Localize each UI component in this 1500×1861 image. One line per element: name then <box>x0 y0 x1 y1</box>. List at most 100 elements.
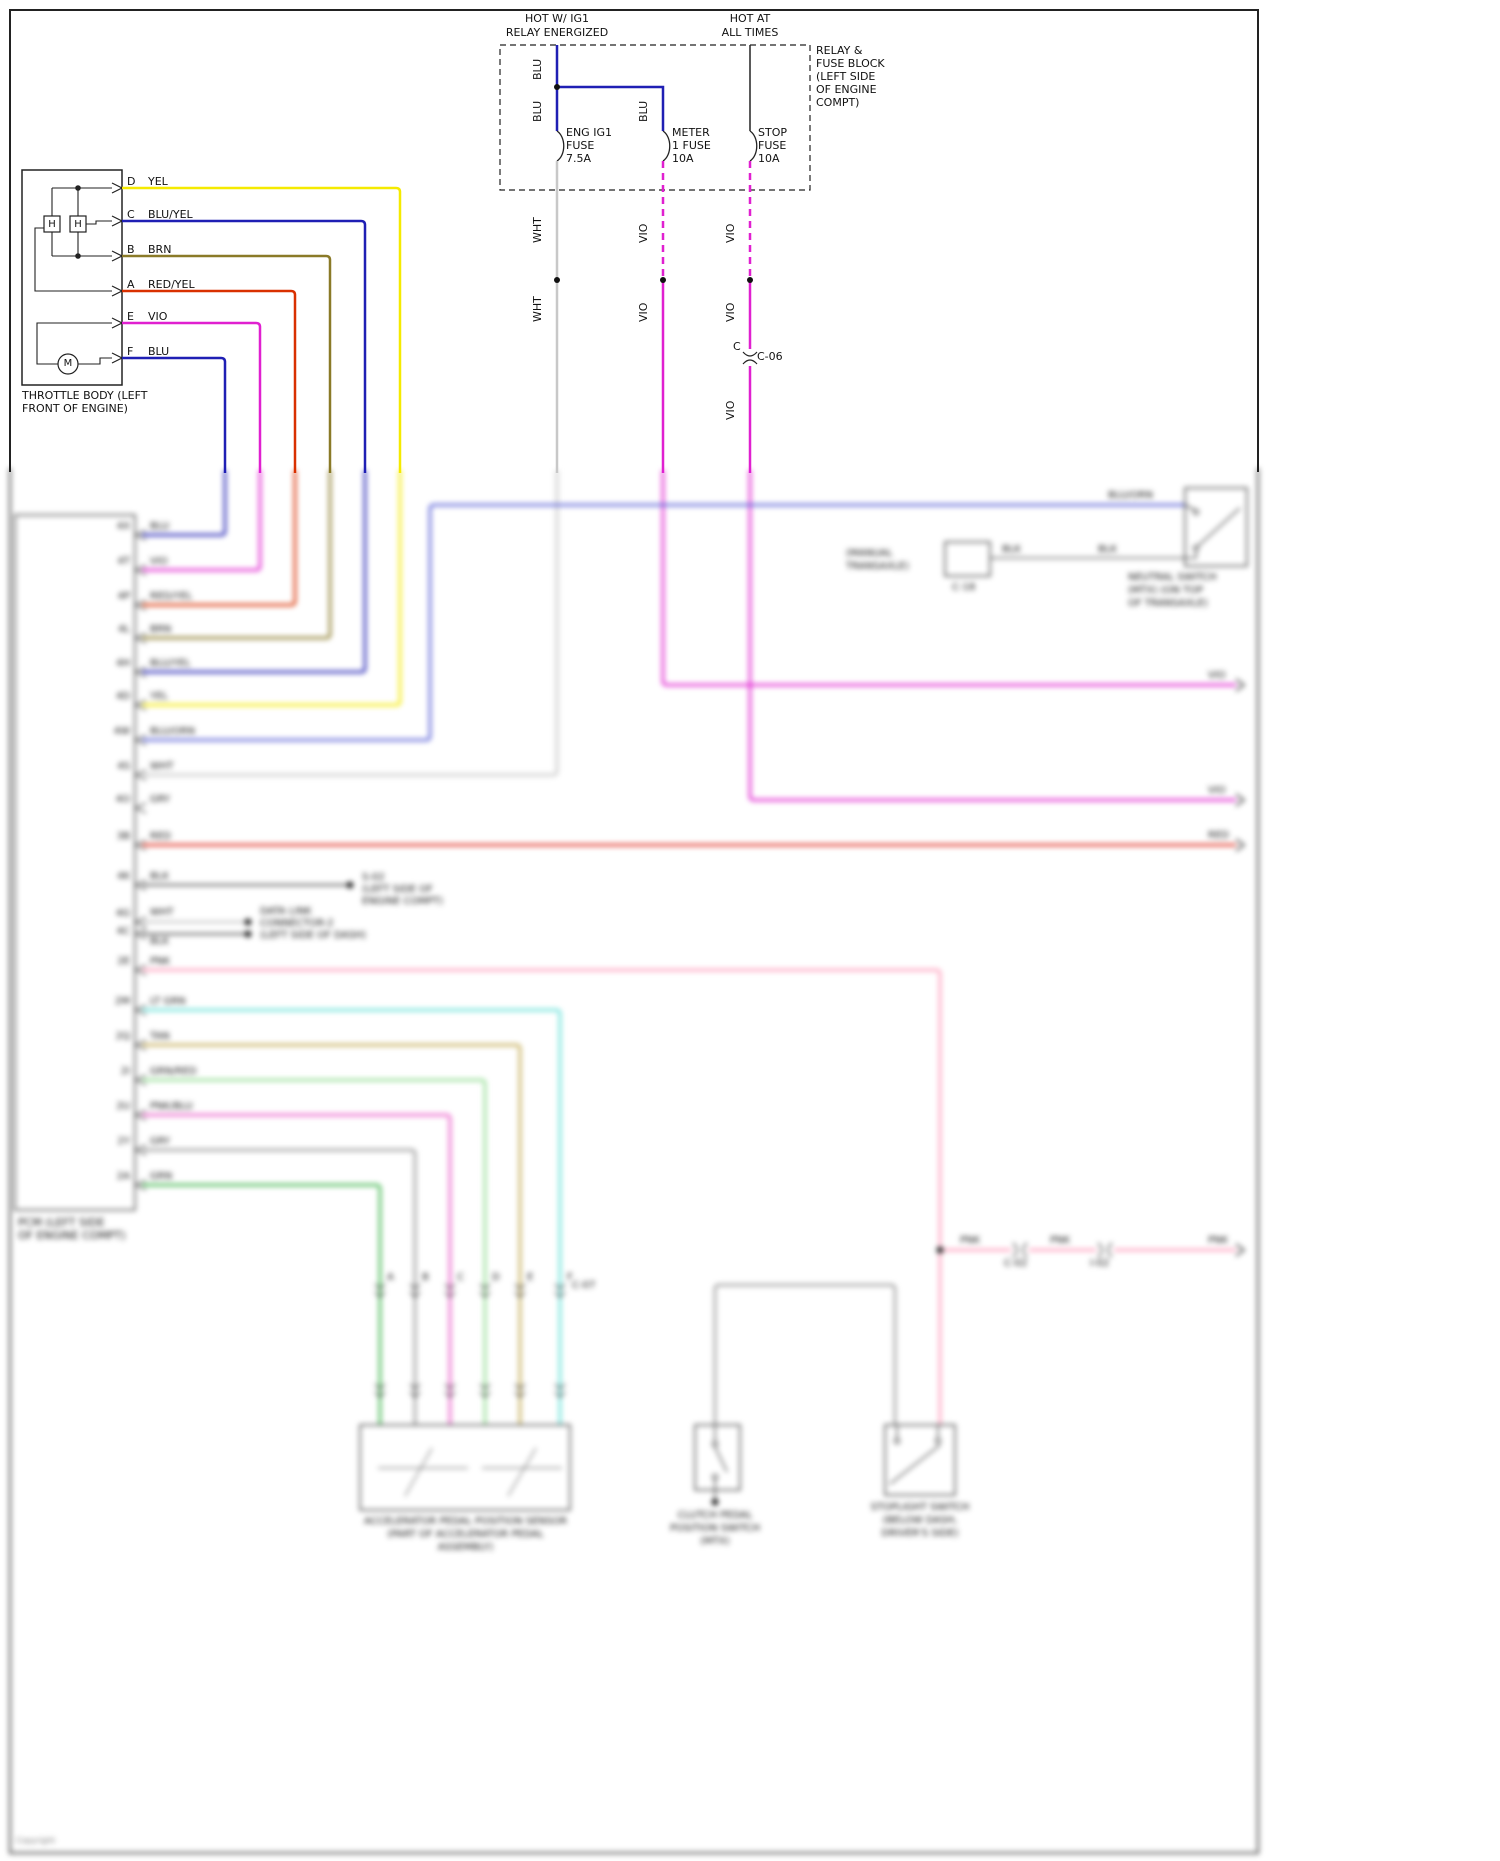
inline-connector-symbols <box>374 1242 1113 1398</box>
wire-label: GRN/RED <box>150 1066 197 1077</box>
wire-brn <box>142 470 332 640</box>
stoplight-switch-label: STOPLIGHT SWITCH <box>870 1502 970 1513</box>
fuse-stop-label: FUSE <box>758 139 787 152</box>
wire-lt-grn <box>142 1008 562 1425</box>
fuse-symbols <box>556 130 758 162</box>
wire-gray-hook <box>714 1284 896 1425</box>
relay-block-label: OF ENGINE <box>816 83 877 96</box>
fuse-stop-label: 10A <box>758 152 780 165</box>
page-border-lower <box>9 468 1259 1854</box>
wire-label: BLK <box>150 871 169 882</box>
pcm-pin: 2I <box>120 1066 130 1077</box>
wire-vio-meter <box>661 470 1236 687</box>
relay-block-label: COMPT) <box>816 96 860 109</box>
pcm-pin: 2Y <box>117 1136 130 1147</box>
pcm-pin: 4L <box>118 624 130 635</box>
motor-symbol: M <box>63 358 73 369</box>
wire-red-yel <box>122 289 297 473</box>
dlc-note: CONNECTOR-2 <box>260 918 334 929</box>
clutch-switch-label: (MTX) <box>700 1536 730 1547</box>
hot-all-times-label: ALL TIMES <box>721 26 779 39</box>
pcm-pin: 3B <box>116 831 130 842</box>
sensor-pin: C <box>457 1272 464 1283</box>
pin-letter: A <box>127 278 135 291</box>
fuse-eng-ig1-label: ENG IG1 <box>566 126 612 139</box>
throttle-body-symbol <box>21 169 124 386</box>
pcm-pin-chevrons <box>134 529 147 1191</box>
clutch-switch-label: CLUTCH PEDAL <box>677 1510 753 1521</box>
fuse-block <box>499 44 811 191</box>
pcm-pin: 4S <box>117 761 130 772</box>
neutral-switch-label: (MTX) (ON TOP <box>1128 585 1204 596</box>
pcm-pin: 4T <box>117 556 130 567</box>
wire-label-vertical: VIO <box>637 302 650 322</box>
relay-block-label: RELAY & <box>816 44 863 57</box>
wire-label: VIO <box>1208 670 1226 681</box>
pcm-pin: 4C <box>116 926 130 937</box>
sensor-pin: A <box>387 1272 394 1283</box>
wire-label: RED <box>150 831 171 842</box>
dlc-note: (LEFT SIDE OF DASH) <box>260 930 367 941</box>
pcm-pin: 4P <box>117 591 130 602</box>
wire-label: BLU <box>148 345 170 358</box>
connector-code: C-18 <box>952 582 976 593</box>
splice-dots <box>244 881 944 1506</box>
pin-letter: C <box>127 208 135 221</box>
copyright-text: Copyright <box>16 1836 56 1845</box>
sensor-pin: D <box>492 1272 500 1283</box>
pin-letter: F <box>127 345 134 358</box>
sensor-pin: F <box>567 1272 573 1283</box>
fuse-eng-ig1-label: 7.5A <box>566 152 592 165</box>
mtx-note: (MANUAL <box>846 548 893 559</box>
heater-symbol: H <box>74 219 82 230</box>
fuse-stop-label: STOP <box>758 126 787 139</box>
hot-ig1-label: RELAY ENERGIZED <box>505 26 609 39</box>
pcm-pin: 4K <box>117 871 130 882</box>
splice-note: S-02 <box>362 872 385 883</box>
mtx-note: TRANSAXLE) <box>846 561 909 572</box>
app-sensor-label: (PART OF ACCELERATOR PEDAL <box>387 1529 544 1540</box>
neutral-switch-box <box>1184 487 1248 567</box>
wire-label: WHT <box>150 761 174 772</box>
relay-block-label: (LEFT SIDE <box>816 70 876 83</box>
wire-runs-lower <box>142 470 1236 1425</box>
wire-label: GRY <box>150 1136 171 1147</box>
wire-grn-red <box>142 1078 487 1425</box>
wire-label: BLU/ORN <box>1108 490 1153 501</box>
sensor-pin: B <box>422 1272 429 1283</box>
splice-note: ENGINE COMPT) <box>362 896 443 907</box>
wire-label-vertical: WHT <box>531 296 544 322</box>
heater-symbol: H <box>48 219 56 230</box>
wire-vio-stop <box>748 470 1236 802</box>
wire-label: PNK/BLU <box>150 1101 193 1112</box>
wire-label: BRN <box>150 624 172 635</box>
wire-label: BRN <box>148 243 172 256</box>
wire-label-vertical: BLU <box>531 100 544 122</box>
switch-internals <box>378 504 1241 1499</box>
wire-label-vertical: WHT <box>531 217 544 243</box>
wire-yel <box>122 186 402 473</box>
wire-blu-yel <box>142 470 367 674</box>
wire-red-yel <box>142 470 297 607</box>
pcm-pin: 4H <box>116 658 130 669</box>
pcm-pin: 2U <box>116 1101 130 1112</box>
wire-label: VIO <box>148 310 168 323</box>
hot-all-times-label: HOT AT <box>729 12 771 25</box>
wire-label: VIO <box>150 556 168 567</box>
pcm-pin: 4X <box>116 521 130 532</box>
wire-brn <box>122 254 332 473</box>
page-border-upper <box>9 9 1259 472</box>
wire-label: RED/YEL <box>148 278 195 291</box>
pcm-pin: 4W <box>113 726 130 737</box>
fuse-eng-ig1-label: FUSE <box>566 139 595 152</box>
wire-blu-yel <box>122 219 367 473</box>
neutral-switch-label: OF TRANSAXLE) <box>1128 598 1208 609</box>
wire-label: VIO <box>1208 785 1226 796</box>
wire-yel <box>142 470 402 707</box>
sensor-pin: E <box>527 1272 534 1283</box>
wire-label-vertical: VIO <box>724 302 737 322</box>
wire-vio-e <box>142 470 262 572</box>
